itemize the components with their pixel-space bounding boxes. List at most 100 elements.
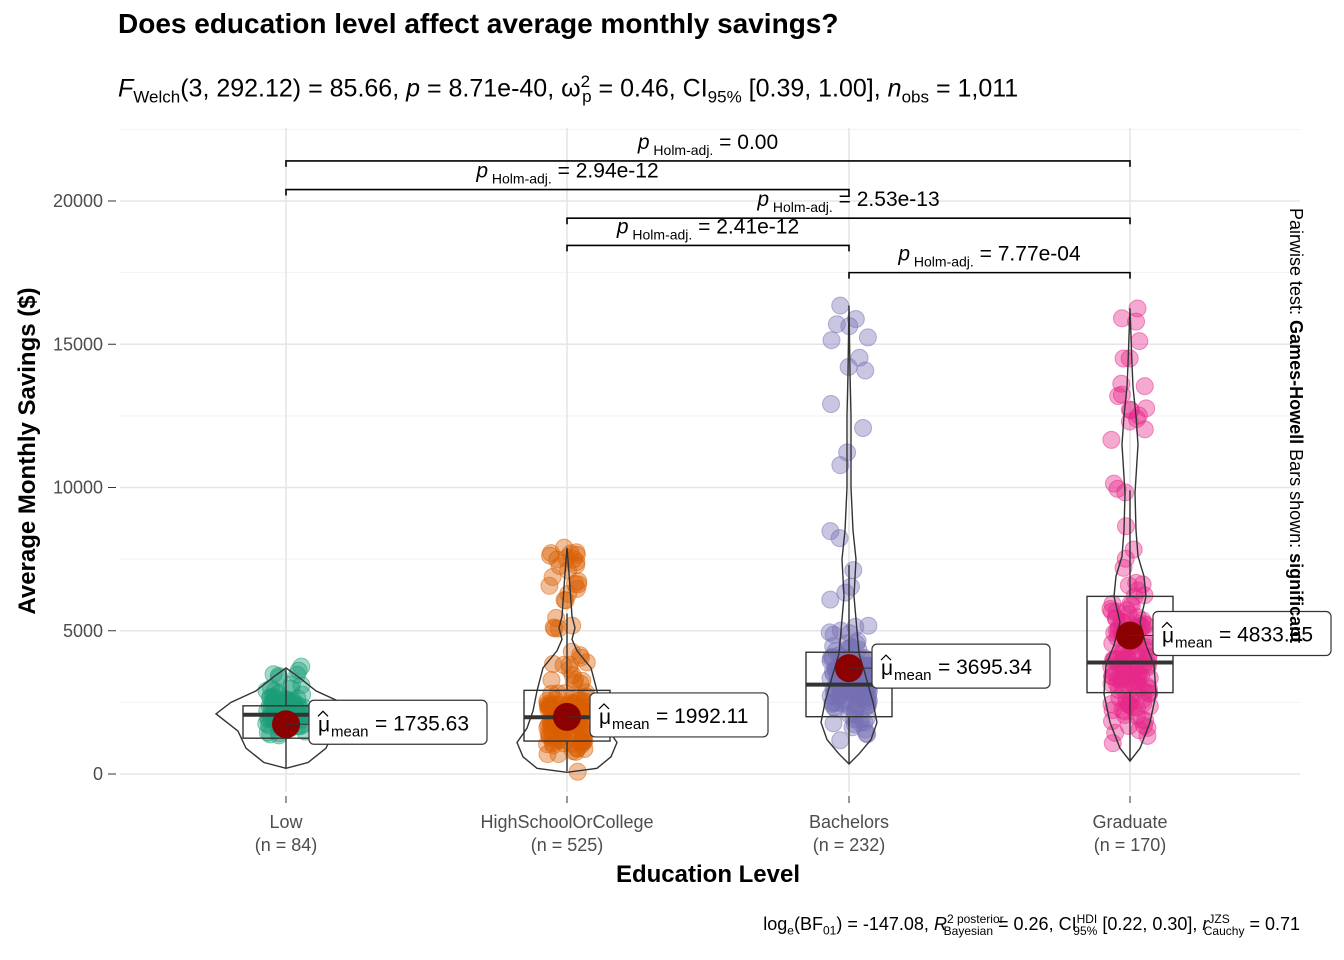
data-point bbox=[1139, 684, 1158, 703]
pairwise-label: p Holm-adj. = 0.00 bbox=[637, 131, 778, 158]
mean-label-value: = 1735.63 bbox=[375, 712, 469, 735]
data-point bbox=[293, 685, 312, 704]
bayes-caption: loge(BF01) = -147.08, R2 posteriorBayesi… bbox=[763, 912, 1300, 938]
mean-label-box bbox=[1152, 610, 1332, 657]
data-point bbox=[1135, 716, 1154, 735]
data-point bbox=[1135, 377, 1154, 396]
data-point bbox=[1102, 430, 1121, 449]
x-tick-count: (n = 170) bbox=[1094, 835, 1167, 855]
data-point bbox=[1124, 540, 1143, 559]
stat-args: (3, 292.12) bbox=[180, 74, 302, 103]
data-point bbox=[821, 590, 840, 609]
rc-sub: Cauchy bbox=[1203, 923, 1245, 938]
x-tick-count: (n = 232) bbox=[813, 835, 886, 855]
pairwise-note: Pairwise test: Games-Howell Bars shown: … bbox=[1280, 208, 1306, 720]
mean-label-box bbox=[871, 643, 1051, 689]
data-point bbox=[1127, 681, 1146, 700]
n-sub: obs bbox=[901, 87, 929, 107]
x-tick-count: (n = 525) bbox=[531, 835, 604, 855]
mean-label-sub: mean bbox=[612, 716, 650, 733]
data-point bbox=[564, 550, 583, 569]
hdi-label: CI bbox=[1058, 914, 1077, 934]
data-point bbox=[542, 671, 561, 690]
hdi-range: [0.22, 0.30] bbox=[1102, 914, 1193, 934]
pairwise-bracket bbox=[285, 160, 1131, 167]
data-point bbox=[1135, 420, 1154, 439]
pairwise-prefix: Pairwise test: bbox=[1286, 208, 1306, 321]
mean-label-box bbox=[589, 692, 769, 738]
y-tick-label: 0 bbox=[93, 764, 103, 784]
ci-level: 95% bbox=[707, 87, 742, 107]
mean-label-symbol: μ bbox=[881, 657, 893, 680]
rc-value: 0.71 bbox=[1264, 914, 1300, 934]
p-value: 8.71e-40 bbox=[448, 74, 548, 103]
data-point bbox=[859, 616, 878, 635]
pairwise-bars: significant bbox=[1286, 553, 1306, 644]
mean-label-symbol: μ bbox=[318, 713, 330, 736]
data-point bbox=[846, 309, 865, 328]
mean-hat bbox=[317, 710, 329, 717]
effect-sup: 2 bbox=[580, 72, 591, 91]
data-point bbox=[836, 583, 855, 602]
y-tick-label: 20000 bbox=[53, 191, 103, 211]
pairwise-label: p Holm-adj. = 2.53e-13 bbox=[756, 188, 939, 215]
y-tick-label: 5000 bbox=[63, 621, 103, 641]
data-point bbox=[545, 619, 564, 638]
effect-symbol: ω bbox=[561, 74, 581, 103]
log-sub: e bbox=[787, 923, 794, 938]
data-point bbox=[292, 676, 311, 695]
log-label: log bbox=[763, 914, 788, 934]
pairwise-bar: p Holm-adj. = 0.00 bbox=[285, 131, 1131, 167]
data-point bbox=[556, 591, 575, 610]
x-tick-label: Bachelors bbox=[809, 812, 889, 832]
data-point bbox=[542, 544, 561, 563]
data-point bbox=[1108, 479, 1127, 498]
chart-title: Does education level affect average mont… bbox=[118, 8, 839, 39]
data-point bbox=[850, 348, 869, 367]
data-point bbox=[554, 656, 573, 675]
data-point bbox=[844, 561, 863, 580]
data-point bbox=[858, 328, 877, 347]
pairwise-bracket bbox=[566, 244, 850, 252]
pairwise-label: p Holm-adj. = 2.94e-12 bbox=[475, 160, 658, 187]
data-point bbox=[1120, 349, 1139, 368]
bf-sub: 01 bbox=[822, 923, 837, 938]
data-point bbox=[1113, 670, 1132, 689]
pairwise-bar: p Holm-adj. = 7.77e-04 bbox=[848, 243, 1131, 279]
data-point bbox=[544, 733, 563, 752]
mean-hat bbox=[598, 703, 610, 710]
data-point bbox=[824, 714, 843, 733]
data-point bbox=[1112, 385, 1131, 404]
data-point bbox=[1106, 723, 1125, 742]
pairwise-bar: p Holm-adj. = 2.53e-13 bbox=[566, 188, 1131, 225]
data-point bbox=[1122, 596, 1141, 615]
mean-label-sub: mean bbox=[331, 723, 369, 740]
data-point bbox=[270, 668, 289, 687]
data-point bbox=[567, 579, 586, 598]
y-tick-label: 10000 bbox=[53, 478, 103, 498]
n-value: 1,011 bbox=[957, 74, 1019, 103]
data-point bbox=[285, 693, 304, 712]
group-Graduate bbox=[1086, 299, 1174, 763]
violin-Bachelors bbox=[820, 305, 878, 765]
mean-label-box bbox=[308, 699, 488, 745]
mean-hat bbox=[1161, 621, 1173, 628]
data-point bbox=[855, 713, 874, 732]
effect-sub: p bbox=[582, 87, 592, 107]
data-point bbox=[831, 296, 850, 315]
data-point bbox=[1114, 349, 1133, 368]
ci-label: CI bbox=[682, 74, 708, 103]
x-axis-title: Education Level bbox=[616, 861, 800, 888]
stat-value: 85.66 bbox=[329, 74, 393, 103]
r-sub: Bayesian bbox=[943, 923, 994, 938]
data-point bbox=[544, 618, 563, 637]
x-tick-label: HighSchoolOrCollege bbox=[480, 812, 653, 832]
chart-subtitle: FWelch(3, 292.12) = 85.66, p = 8.71e-40,… bbox=[118, 72, 1019, 107]
bf-label: BF bbox=[799, 914, 823, 934]
mean-hat bbox=[880, 654, 892, 661]
data-point bbox=[822, 331, 841, 350]
pairwise-bracket bbox=[285, 188, 850, 196]
pairwise-label: p Holm-adj. = 7.77e-04 bbox=[897, 243, 1081, 270]
data-point bbox=[831, 731, 850, 750]
